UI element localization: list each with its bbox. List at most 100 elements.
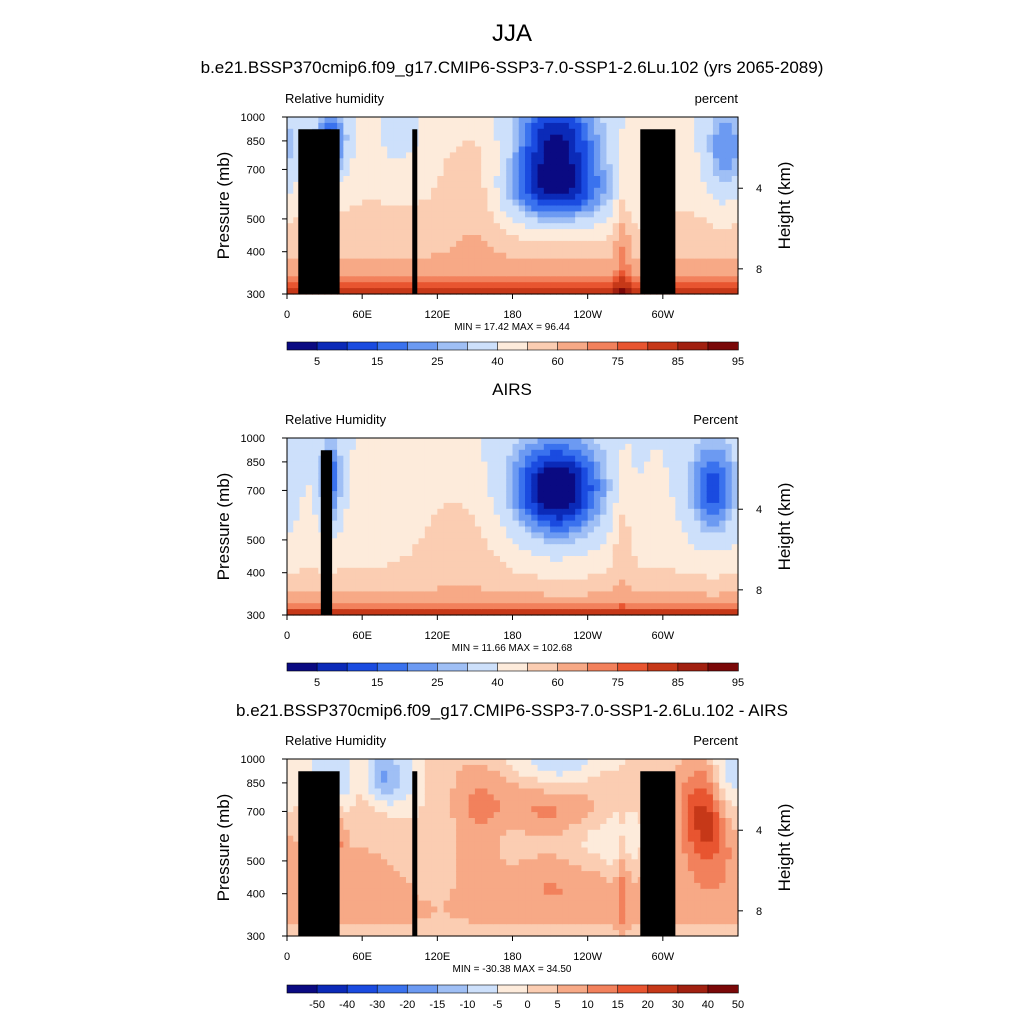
- heatmap-cell: [393, 597, 401, 604]
- heatmap-cell: [493, 276, 501, 283]
- heatmap-cell: [612, 585, 620, 592]
- heatmap-cell: [568, 449, 576, 457]
- heatmap-cell: [568, 550, 576, 557]
- heatmap-cell: [481, 276, 489, 283]
- heatmap-cell: [637, 467, 645, 474]
- heatmap-cell: [731, 473, 739, 480]
- heatmap-cell: [650, 609, 658, 616]
- heatmap-cell: [349, 812, 357, 819]
- heatmap-cell: [330, 579, 338, 587]
- heatmap-cell: [512, 270, 520, 277]
- heatmap-cell: [706, 567, 714, 575]
- heatmap-cell: [543, 508, 551, 516]
- heatmap-cell: [606, 579, 614, 587]
- heatmap-cell: [637, 556, 645, 563]
- heatmap-cell: [293, 491, 301, 498]
- heatmap-cell: [499, 211, 507, 218]
- heatmap-cell: [587, 199, 595, 207]
- heatmap-cell: [556, 288, 564, 295]
- heatmap-cell: [380, 770, 388, 778]
- heatmap-cell: [700, 556, 708, 563]
- heatmap-cell: [568, 597, 576, 604]
- heatmap-cell: [700, 609, 708, 616]
- heatmap-cell: [393, 205, 401, 212]
- heatmap-cell: [600, 170, 608, 177]
- heatmap-cell: [625, 181, 633, 189]
- heatmap-cell: [437, 473, 445, 480]
- heatmap-cell: [600, 438, 608, 445]
- heatmap-cell: [506, 514, 514, 522]
- heatmap-cell: [374, 122, 382, 130]
- heatmap-cell: [355, 800, 363, 807]
- heatmap-cell: [587, 235, 595, 242]
- heatmap-cell: [456, 146, 463, 153]
- heatmap-cell: [518, 223, 526, 230]
- heatmap-cell: [575, 217, 582, 224]
- heatmap-cell: [474, 252, 482, 260]
- heatmap-cell: [637, 597, 645, 604]
- heatmap-cell: [387, 841, 395, 849]
- heatmap-cell: [324, 443, 332, 451]
- heatmap-cell: [712, 276, 720, 283]
- heatmap-cell: [656, 526, 664, 533]
- heatmap-cell: [625, 152, 633, 159]
- heatmap-cell: [512, 264, 520, 271]
- heatmap-cell: [712, 532, 720, 539]
- heatmap-cell: [399, 573, 407, 581]
- heatmap-cell: [537, 158, 545, 165]
- heatmap-cell: [380, 199, 388, 207]
- heatmap-cell: [675, 449, 683, 457]
- heatmap-cell: [299, 449, 307, 457]
- heatmap-cell: [368, 906, 376, 913]
- heatmap-cell: [493, 264, 501, 271]
- heatmap-cell: [393, 152, 401, 159]
- heatmap-cell: [650, 550, 658, 557]
- heatmap-cell: [543, 603, 551, 610]
- heatmap-cell: [355, 152, 363, 159]
- heatmap-cell: [631, 585, 639, 592]
- heatmap-cell: [556, 532, 564, 539]
- heatmap-cell: [568, 152, 576, 159]
- heatmap-cell: [725, 229, 733, 236]
- heatmap-cell: [424, 443, 432, 451]
- heatmap-cell: [437, 181, 445, 189]
- heatmap-cell: [312, 544, 319, 551]
- heatmap-cell: [487, 449, 495, 457]
- heatmap-cell: [468, 117, 476, 124]
- heatmap-cell: [387, 164, 395, 171]
- heatmap-cell: [393, 906, 401, 913]
- heatmap-cell: [362, 918, 370, 925]
- heatmap-cell: [506, 140, 514, 148]
- heatmap-cell: [562, 258, 570, 266]
- heatmap-cell: [449, 146, 457, 153]
- heatmap-cell: [431, 544, 438, 551]
- colorbar-label: 5: [314, 356, 320, 368]
- heatmap-cell: [287, 550, 294, 557]
- heatmap-cell: [606, 282, 614, 289]
- heatmap-cell: [669, 122, 676, 130]
- heatmap-cell: [349, 609, 357, 616]
- heatmap-cell: [575, 579, 582, 587]
- heatmap-cell: [593, 591, 601, 598]
- heatmap-cell: [562, 282, 570, 289]
- heatmap-cell: [719, 146, 727, 153]
- heatmap-cell: [506, 538, 514, 545]
- heatmap-cell: [706, 467, 714, 474]
- heatmap-cell: [550, 532, 557, 539]
- heatmap-cell: [355, 918, 363, 925]
- heatmap-cell: [424, 170, 432, 177]
- heatmap-cell: [543, 152, 551, 159]
- heatmap-cell: [399, 770, 407, 778]
- heatmap-cell: [706, 288, 714, 295]
- heatmap-cell: [656, 514, 664, 522]
- heatmap-cell: [456, 128, 463, 136]
- heatmap-cell: [337, 235, 344, 242]
- heatmap-cell: [343, 930, 351, 937]
- heatmap-cell: [493, 229, 501, 236]
- heatmap-cell: [706, 117, 714, 124]
- heatmap-cell: [675, 579, 683, 587]
- heatmap-cell: [449, 235, 457, 242]
- heatmap-cell: [650, 597, 658, 604]
- heatmap-cell: [399, 491, 407, 498]
- heatmap-cell: [612, 152, 620, 159]
